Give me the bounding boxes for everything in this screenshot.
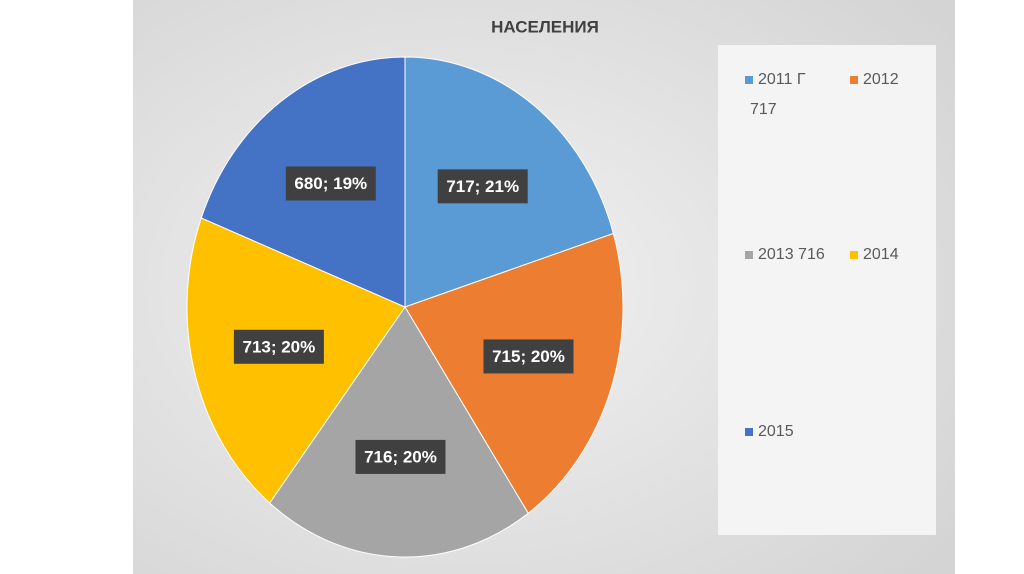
data-label-box [437, 169, 528, 204]
data-label: 715; 20% [492, 347, 565, 366]
data-label: 716; 20% [364, 447, 437, 466]
data-label-box [285, 166, 376, 201]
legend-label: 2011 Г 717 [750, 71, 806, 118]
legend-label: 2015 [758, 423, 794, 440]
data-label: 717; 21% [446, 177, 519, 196]
legend-swatch [745, 76, 753, 84]
legend-swatch [745, 251, 753, 259]
data-label-box [355, 439, 446, 474]
chart-title: НАСЕЛЕНИЯ [491, 17, 599, 36]
data-label: 713; 20% [242, 337, 315, 356]
data-label-box [483, 339, 574, 374]
legend-swatch [850, 76, 858, 84]
legend-area [718, 45, 936, 535]
legend-swatch [745, 428, 753, 436]
legend-label: 2013 716 [758, 246, 825, 263]
data-label-box [233, 329, 324, 364]
legend-label: 2014 [863, 246, 899, 263]
pie-slice [268, 306, 529, 558]
legend-label: 2012 [863, 71, 899, 88]
legend-swatch [850, 251, 858, 259]
data-label: 680; 19% [294, 174, 367, 193]
